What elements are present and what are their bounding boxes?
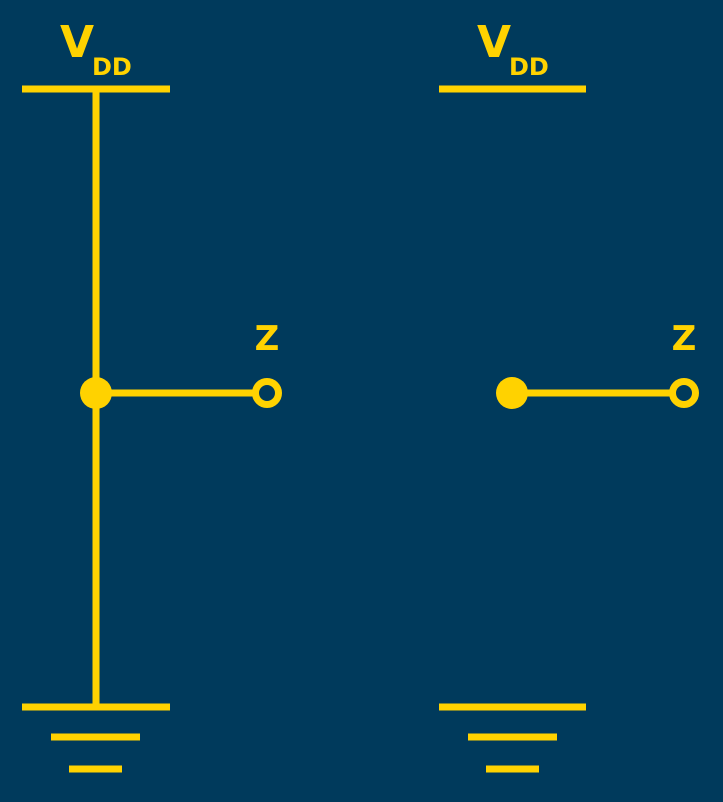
vdd-label-sub: DD bbox=[92, 53, 132, 81]
vdd-label-sub: DD bbox=[509, 53, 549, 81]
output-terminal bbox=[252, 378, 282, 408]
circuit-right: V DD Z bbox=[439, 17, 699, 773]
ground-symbol bbox=[439, 703, 586, 773]
ground-symbol bbox=[22, 703, 170, 773]
circuit-left: V DD Z bbox=[22, 17, 282, 773]
output-label: Z bbox=[255, 319, 280, 359]
vdd-label-main: V bbox=[60, 17, 94, 68]
output-label: Z bbox=[672, 319, 697, 359]
floating-node-dot bbox=[496, 377, 528, 409]
junction-dot bbox=[80, 377, 112, 409]
vdd-label-main: V bbox=[477, 17, 511, 68]
output-terminal bbox=[669, 378, 699, 408]
